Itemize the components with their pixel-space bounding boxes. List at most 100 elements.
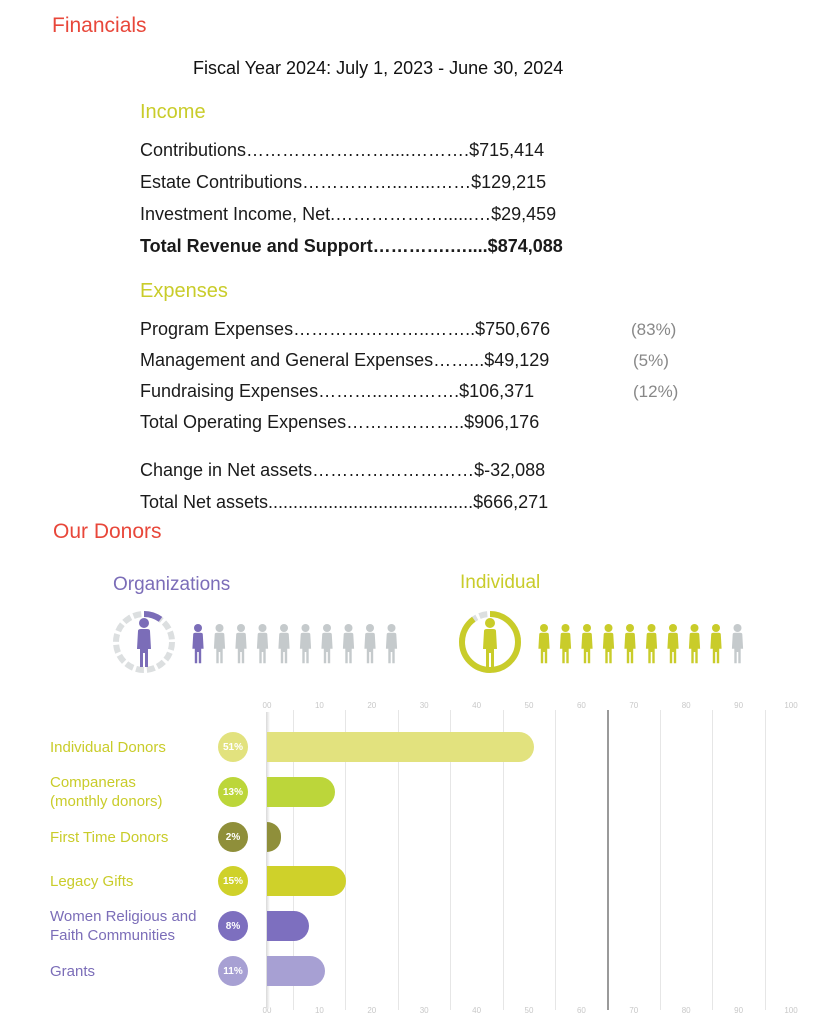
x-tick-label-top: 40: [472, 701, 482, 710]
value-badge: 15%: [218, 866, 248, 896]
chart-baseline: [266, 712, 270, 1008]
x-tick-label-top: 10: [314, 701, 324, 710]
category-label-line: First Time Donors: [50, 828, 169, 846]
x-tick-label-bottom: 20: [367, 1006, 377, 1015]
expense-line-fundraising: Fundraising Expenses………..………….$106,371: [140, 381, 535, 401]
income-line-contributions: Contributions……………………....……….$715,414: [140, 140, 545, 160]
category-label-line: Grants: [50, 962, 96, 980]
individual-people-graphic: [459, 611, 744, 673]
gridline: [293, 710, 294, 1010]
organizations-person-icon: [256, 624, 269, 664]
organizations-person-icon: [235, 624, 247, 664]
x-tick-label-bottom: 30: [419, 1006, 429, 1015]
gridline: [502, 710, 504, 1010]
individual-person-icon: [667, 624, 679, 664]
individual-person-icon: [688, 624, 701, 664]
value-badge: 13%: [218, 777, 248, 807]
x-tick-label-bottom: 90: [734, 1006, 744, 1015]
individual-main-person-icon: [483, 618, 497, 667]
individual-person-icon: [710, 624, 722, 664]
x-tick-label-bottom: 80: [681, 1006, 691, 1015]
net-line-total: Total Net assets........................…: [140, 492, 549, 512]
x-tick-label-top: 30: [419, 701, 429, 710]
individual-person-icon: [602, 624, 615, 664]
income-line-total: Total Revenue and Support………….…....$874,…: [140, 236, 563, 256]
income-heading: Income: [140, 101, 206, 123]
bar: [267, 732, 535, 762]
x-tick-label-bottom: 60: [576, 1006, 586, 1015]
category-label-line: Faith Communities: [50, 927, 176, 944]
bar: [267, 822, 281, 852]
organizations-person-icon: [342, 624, 355, 664]
value-badge: 11%: [218, 956, 248, 986]
category-label-line: (monthly donors): [50, 793, 163, 810]
organizations-label: Organizations: [113, 574, 231, 595]
expense-pct-program: (83%): [631, 320, 677, 339]
x-tick-label-top: 60: [576, 701, 586, 710]
x-tick-label-bottom: 00: [262, 1006, 272, 1015]
category-label: Women Religious and Faith Communities: [50, 907, 196, 945]
individual-person-icon: [624, 624, 636, 664]
expenses-heading: Expenses: [140, 280, 228, 302]
bar: [267, 911, 309, 941]
category-label: Grants: [50, 962, 95, 981]
bar: [267, 777, 336, 807]
organizations-main-person-icon: [137, 618, 151, 667]
x-tick-label-top: 50: [524, 701, 534, 710]
net-line-change: Change in Net assets………………………$-32,088: [140, 460, 546, 480]
x-tick-label-top: 90: [734, 701, 744, 710]
organizations-person-icon: [278, 624, 290, 664]
gridline: [764, 710, 766, 1010]
expense-line-management: Management and General Expenses……...$49,…: [140, 350, 550, 370]
organizations-person-icon: [321, 624, 333, 664]
organizations-person-icon: [385, 624, 398, 664]
individual-person-icon: [538, 624, 550, 664]
individual-person-icon: [559, 624, 572, 664]
expense-pct-fundraising: (12%): [633, 382, 679, 401]
gridline: [345, 710, 347, 1010]
x-tick-label-bottom: 40: [472, 1006, 482, 1015]
organizations-person-icon: [299, 624, 312, 664]
bar: [267, 866, 346, 896]
x-tick-label-bottom: 50: [524, 1006, 534, 1015]
individual-label: Individual: [460, 572, 541, 593]
category-label: Legacy Gifts: [50, 872, 133, 891]
organizations-person-icon: [364, 624, 376, 664]
organizations-ring-track: [113, 611, 175, 673]
individual-ring-progress: [459, 611, 521, 673]
gridline: [712, 710, 714, 1010]
expense-line-program: Program Expenses…………………..……..$750,676: [140, 319, 551, 339]
organizations-people-graphic: [113, 611, 398, 673]
individual-person-icon: [731, 624, 744, 664]
x-tick-label-top: 20: [367, 701, 377, 710]
value-badge: 8%: [218, 911, 248, 941]
x-tick-label-bottom: 70: [629, 1006, 639, 1015]
expense-line-total: Total Operating Expenses………………..$906,176: [140, 412, 540, 432]
category-label-line: Individual Donors: [50, 738, 166, 756]
category-label: First Time Donors: [50, 828, 168, 847]
individual-person-icon: [581, 624, 593, 664]
x-tick-label-top: 70: [629, 701, 639, 710]
category-label-line: Companeras: [50, 774, 136, 791]
gridline: [397, 710, 399, 1010]
x-tick-label-top: 100: [784, 701, 798, 710]
gridline: [450, 710, 452, 1010]
category-label: Individual Donors: [50, 738, 166, 757]
gridline: [555, 710, 556, 1010]
value-badge: 51%: [218, 732, 248, 762]
financials-title: Financials: [52, 14, 147, 37]
fiscal-year-line: Fiscal Year 2024: July 1, 2023 - June 30…: [193, 58, 564, 78]
x-tick-label-top: 80: [681, 701, 691, 710]
category-label: Companeras (monthly donors): [50, 773, 163, 811]
category-label-line: Legacy Gifts: [50, 872, 134, 890]
value-badge: 2%: [218, 822, 248, 852]
income-line-investment: Investment Income, Net.………………......…$29,…: [140, 204, 557, 224]
organizations-person-icon: [213, 624, 226, 664]
gridline: [607, 710, 610, 1010]
income-line-estate: Estate Contributions……………..…...……$129,21…: [140, 172, 547, 192]
category-label-line: Women Religious and: [50, 908, 197, 925]
organizations-ring-progress: [113, 611, 175, 673]
x-tick-label-top: 00: [262, 701, 272, 710]
organizations-person-icon: [192, 624, 204, 664]
gridline: [659, 710, 661, 1010]
